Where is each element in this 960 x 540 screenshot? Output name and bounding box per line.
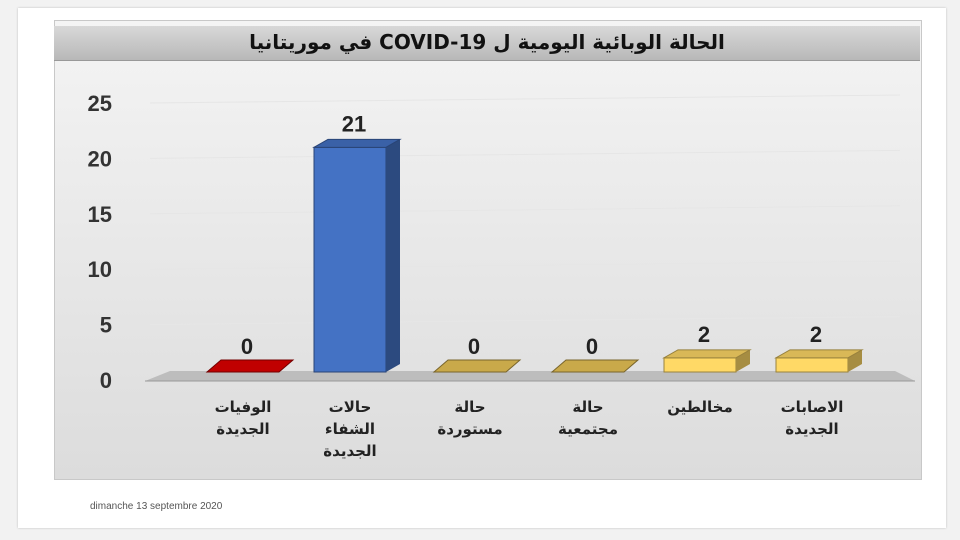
y-tick-label: 25 [88,91,112,116]
data-label: 0 [241,334,253,359]
bar-side [736,349,750,372]
data-label: 0 [586,334,598,359]
x-tick-label: مخالطين [667,398,733,416]
chart-title-bar: الحالة الوبائية اليومية ل COVID-19 في مو… [54,26,920,61]
bar [313,146,387,373]
x-tick-label: الشفاء [325,420,375,438]
gridline [149,260,901,270]
data-label: 2 [698,322,710,347]
gridline [149,149,901,159]
chart-floor [145,371,915,381]
x-tick-label: الجديدة [785,420,838,438]
bar [775,357,849,373]
x-tick-label: مجتمعية [558,420,618,438]
x-tick-label: مستوردة [437,420,502,438]
bar [550,359,640,373]
bar-top [312,138,402,148]
x-tick-label: حالات [329,398,372,416]
footer-date: dimanche 13 septembre 2020 [90,501,223,512]
gridline [149,94,901,104]
data-label: 0 [468,334,480,359]
x-tick-label: الجديدة [216,420,269,438]
data-label: 21 [342,111,366,136]
chart-title: الحالة الوبائية اليومية ل COVID-19 في مو… [249,30,725,54]
x-tick-label: الجديدة [323,442,376,460]
y-tick-label: 0 [100,368,112,393]
gridline [149,316,901,326]
y-tick-label: 5 [100,313,112,338]
y-tick-label: 10 [88,257,112,282]
bar [205,359,295,373]
x-tick-label: حالة [454,398,485,416]
y-tick-label: 15 [88,202,112,227]
bar-top [662,349,752,359]
gridline [149,205,901,215]
bar [663,357,737,373]
x-tick-label: الاصابات [781,398,844,416]
bar [432,359,522,373]
x-tick-label: الوفيات [215,398,272,416]
bar-top [774,349,864,359]
data-label: 2 [810,322,822,347]
x-tick-label: حالة [572,398,603,416]
y-tick-label: 20 [88,146,112,171]
bar-side [848,349,862,372]
bar-side [386,139,400,372]
